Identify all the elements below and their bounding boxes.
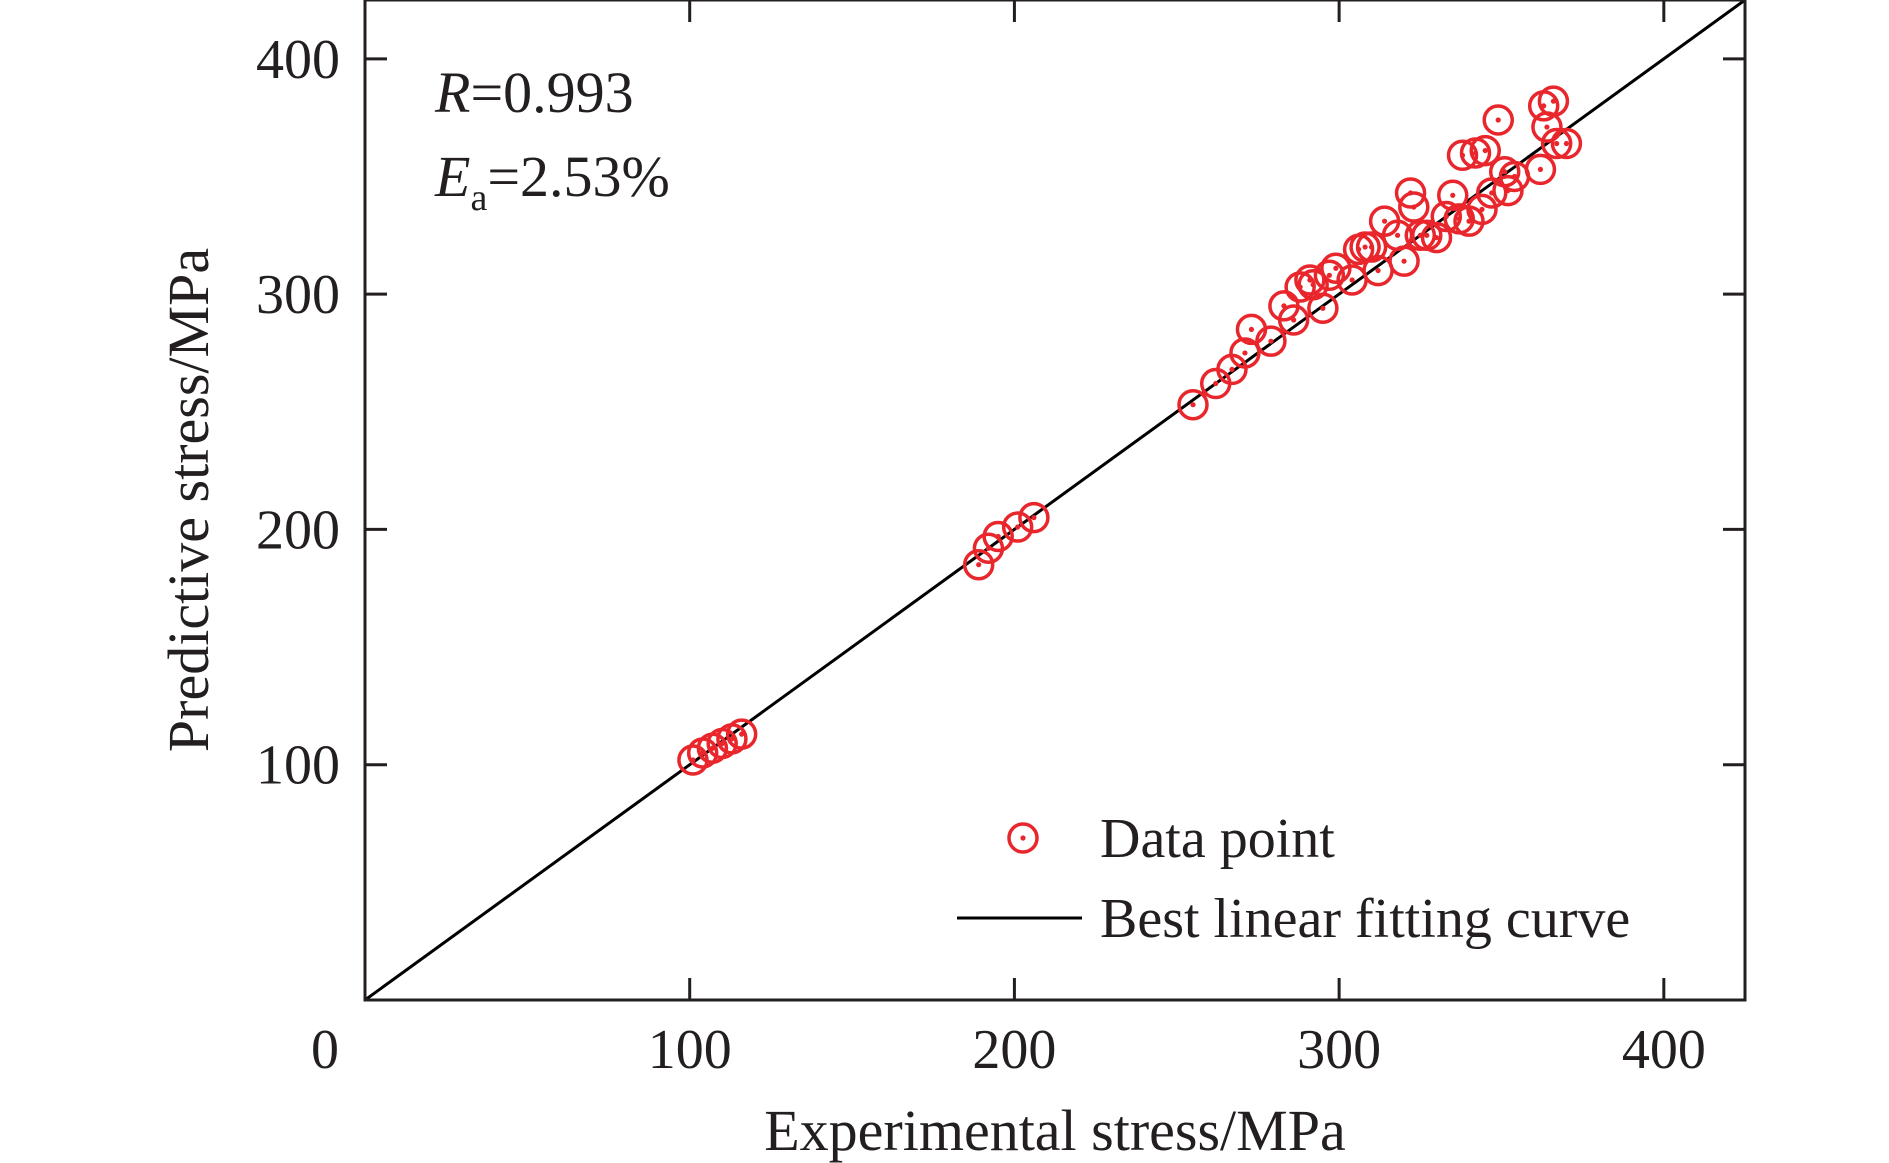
- data-point: [1313, 259, 1346, 292]
- legend-marker-data-point: [1007, 822, 1039, 854]
- fit-line-layer: [365, 0, 1745, 1000]
- data-point: [1001, 511, 1034, 543]
- data-point: [1177, 388, 1209, 421]
- r-annotation: R=0.993: [434, 60, 634, 125]
- y-axis-title: Predictive stress/MPa: [156, 248, 221, 752]
- fit-line: [365, 0, 1745, 1000]
- x-tick-label: 300: [1297, 1019, 1381, 1081]
- x-axis-title: Experimental stress/MPa: [764, 1098, 1346, 1163]
- data-point: [962, 548, 995, 581]
- data-point: [1537, 85, 1570, 117]
- data-point: [1550, 127, 1583, 160]
- ea-value: =2.53%: [487, 144, 670, 209]
- data-point: [1018, 501, 1050, 534]
- data-point: [1229, 337, 1261, 369]
- x-tick-label: 200: [972, 1019, 1056, 1081]
- data-point: [1277, 304, 1310, 336]
- legend-label-data-point: Data point: [1100, 808, 1335, 870]
- ea-symbol: E: [434, 144, 470, 209]
- data-point: [1482, 104, 1514, 136]
- x-tick-label: 0: [311, 1019, 339, 1081]
- plot-frame: [363, 0, 1747, 1002]
- ticks-layer: 0 100 200 300 400 100 200 300 400: [256, 0, 1745, 1081]
- x-tick-label: 400: [1622, 1019, 1706, 1081]
- ea-annotation: Ea=2.53%: [434, 144, 670, 219]
- data-point: [1466, 193, 1498, 226]
- x-tick-label: 100: [648, 1019, 732, 1081]
- data-point: [1320, 252, 1352, 284]
- data-point: [1388, 245, 1420, 277]
- data-point: [1294, 264, 1326, 296]
- data-point: [1540, 127, 1573, 160]
- y-tick-label: 400: [256, 29, 340, 91]
- data-point: [1355, 231, 1388, 263]
- data-point: [725, 718, 758, 750]
- data-point: [1307, 292, 1339, 324]
- legend: Data point Best linear fitting curve: [957, 808, 1630, 950]
- data-point: [1437, 179, 1469, 212]
- y-tick-label: 100: [256, 735, 340, 797]
- ea-subscript: a: [470, 177, 487, 219]
- data-point: [1469, 134, 1501, 167]
- legend-label-fit-line: Best linear fitting curve: [1100, 888, 1630, 950]
- r-symbol: R: [434, 60, 470, 125]
- y-tick-label: 200: [256, 499, 340, 561]
- data-point: [1531, 111, 1563, 143]
- data-points-layer: [677, 85, 1583, 776]
- y-tick-label: 300: [256, 264, 340, 326]
- data-point: [1524, 153, 1557, 186]
- data-point: [982, 520, 1014, 553]
- data-point: [1255, 325, 1287, 357]
- data-point: [1420, 221, 1453, 254]
- r-value: =0.993: [470, 60, 633, 125]
